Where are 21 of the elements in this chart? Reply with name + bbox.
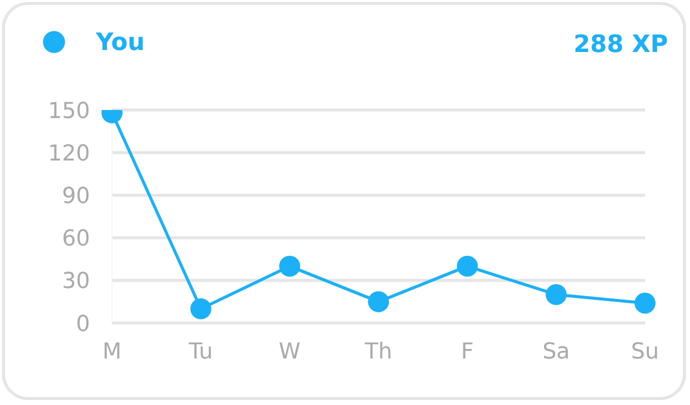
x-tick-label: Sa [542, 340, 570, 365]
x-tick-label: Tu [188, 340, 213, 365]
legend-label: You [96, 28, 145, 56]
x-tick-label: F [461, 340, 474, 365]
point [456, 256, 478, 277]
point [368, 291, 389, 312]
x-tick-label: Th [364, 340, 392, 365]
point [634, 292, 656, 314]
y-tick-label: 0 [76, 312, 90, 337]
text: 288 XP [573, 30, 668, 58]
y-tick-label: 90 [62, 184, 90, 210]
x-tick-label: M [102, 340, 122, 365]
y-tick-label: 150 [48, 98, 90, 124]
point [546, 284, 567, 306]
y-tick-label: 120 [48, 141, 90, 166]
y-tick-label: 30 [62, 269, 90, 294]
point [279, 256, 300, 277]
point [190, 298, 212, 320]
x-tick-label: W [278, 340, 301, 365]
y-tick-label: 60 [62, 226, 90, 252]
x-tick-label: Su [631, 340, 659, 365]
